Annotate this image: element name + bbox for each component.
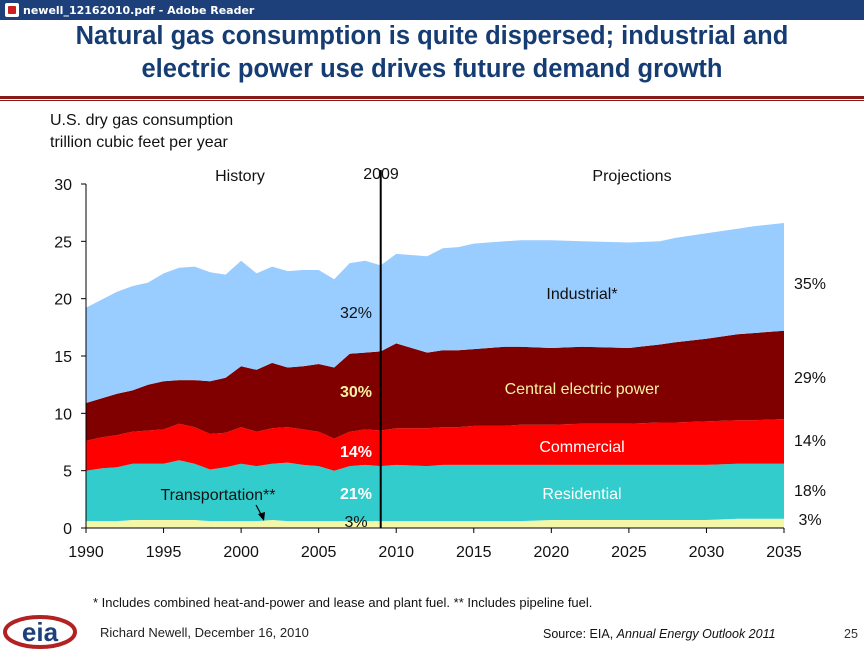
projection-share-label: 3% xyxy=(798,512,821,529)
y-axis-label-line-1: U.S. dry gas consumption xyxy=(50,112,233,129)
window-titlebar: newell_12162010.pdf - Adobe Reader xyxy=(0,0,864,20)
y-tick-label: 15 xyxy=(54,349,72,366)
x-tick-label: 2005 xyxy=(301,544,337,561)
source-prefix: Source: EIA, xyxy=(543,627,617,641)
x-tick-label: 2030 xyxy=(689,544,725,561)
x-tick-label: 2000 xyxy=(223,544,259,561)
history-share-label: 21% xyxy=(340,486,372,503)
x-tick-label: 1990 xyxy=(68,544,104,561)
area-residential xyxy=(86,460,784,522)
transportation-arrow xyxy=(258,512,265,521)
title-rule xyxy=(0,96,864,99)
y-tick-label: 30 xyxy=(54,177,72,194)
y-tick-label: 20 xyxy=(54,292,72,309)
gas-consumption-chart: U.S. dry gas consumption trillion cubic … xyxy=(50,112,826,561)
history-share-label: 32% xyxy=(340,305,372,322)
acrobat-icon xyxy=(5,3,19,17)
slide-title-line-1: Natural gas consumption is quite dispers… xyxy=(75,22,789,50)
y-tick-label: 5 xyxy=(63,464,72,481)
slide-title-line-2: electric power use drives future demand … xyxy=(141,55,723,83)
area-layers xyxy=(86,223,784,528)
x-tick-label: 1995 xyxy=(146,544,182,561)
projection-share-label: 14% xyxy=(794,433,826,450)
y-axis-label-line-2: trillion cubic feet per year xyxy=(50,134,229,151)
x-tick-label: 2035 xyxy=(766,544,802,561)
title-rule-thin xyxy=(0,100,864,101)
x-tick-label: 2020 xyxy=(534,544,570,561)
projection-share-label: 29% xyxy=(794,370,826,387)
series-label-electric: Central electric power xyxy=(505,381,660,398)
y-tick-label: 10 xyxy=(54,406,72,423)
area-industrial xyxy=(86,223,784,403)
history-share-label: 14% xyxy=(340,444,372,461)
series-label-commercial: Commercial xyxy=(539,439,624,456)
eia-logo: eia xyxy=(3,615,77,649)
area-transportation xyxy=(86,518,784,528)
history-share-label: 30% xyxy=(340,384,372,401)
area-electric xyxy=(86,330,784,441)
y-tick-label: 25 xyxy=(54,234,72,251)
y-tick-label: 0 xyxy=(63,521,72,538)
history-label: History xyxy=(215,168,265,185)
series-label-industrial: Industrial* xyxy=(546,286,617,303)
footnote: * Includes combined heat-and-power and l… xyxy=(93,595,593,610)
series-label-transportation: Transportation** xyxy=(160,487,275,504)
logo-text: eia xyxy=(22,617,59,647)
projection-share-label: 35% xyxy=(794,276,826,293)
page-number: 25 xyxy=(844,627,858,641)
slide-title: Natural gas consumption is quite dispers… xyxy=(0,20,864,86)
chart-labels: Industrial* Central electric power Commerc… xyxy=(160,276,826,531)
projection-share-label: 18% xyxy=(794,483,826,500)
history-share-label: 3% xyxy=(344,514,367,531)
area-commercial xyxy=(86,419,784,471)
series-label-residential: Residential xyxy=(542,486,621,503)
x-tick-label: 2010 xyxy=(378,544,414,561)
author-date: Richard Newell, December 16, 2010 xyxy=(100,625,309,640)
source-title: Annual Energy Outlook 2011 xyxy=(616,627,776,641)
projections-label: Projections xyxy=(592,168,671,185)
x-tick-label: 2025 xyxy=(611,544,647,561)
window-title: newell_12162010.pdf - Adobe Reader xyxy=(23,3,255,17)
source-note: Source: EIA, Annual Energy Outlook 2011 xyxy=(543,627,776,641)
x-tick-label: 2015 xyxy=(456,544,492,561)
